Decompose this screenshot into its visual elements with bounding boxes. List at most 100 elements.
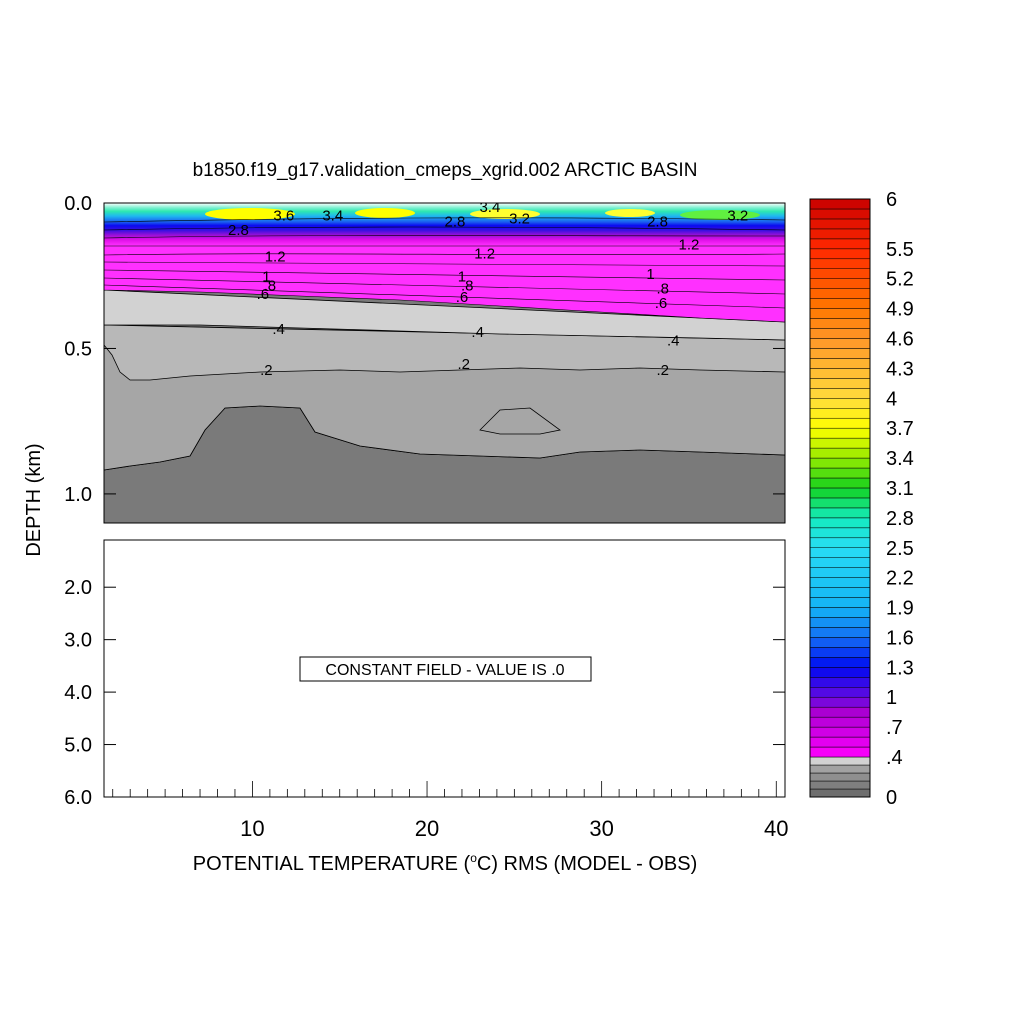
yellow-blob <box>470 209 540 219</box>
colorbar-swatch <box>809 417 871 429</box>
colorbar-label: 3.1 <box>886 478 914 500</box>
colorbar-swatch <box>809 477 871 489</box>
colorbar-swatch <box>809 597 871 608</box>
colorbar-swatch <box>809 746 871 758</box>
colorbar-swatch <box>809 457 871 469</box>
surface-yellow-blobs <box>205 208 760 220</box>
region-colored-upper <box>104 203 785 323</box>
colorbar-label: 3.7 <box>886 418 914 440</box>
colorbar-swatch <box>809 687 871 698</box>
contour-label: .6 <box>456 289 469 306</box>
colorbar-swatch <box>809 268 871 279</box>
colorbar-swatch <box>809 677 871 688</box>
colorbar-swatch <box>809 437 871 449</box>
yellow-blob <box>355 208 415 218</box>
colorbar-swatch <box>809 567 871 578</box>
colorbar-label: 2.8 <box>886 508 914 530</box>
region-light-grey <box>104 289 785 341</box>
colorbar-swatch <box>809 667 871 678</box>
contour-label: 3.2 <box>727 208 748 225</box>
colorbar-swatch <box>809 547 871 558</box>
contour-label: .8 <box>657 280 670 297</box>
colorbar <box>809 198 871 798</box>
colorbar-label: 4.3 <box>886 358 914 380</box>
colorbar-swatch <box>809 627 871 638</box>
colorbar-swatch <box>809 198 871 210</box>
contour-label: 2.8 <box>647 213 668 230</box>
colorbar-labels: 6 5.5 5.2 4.9 4.6 4.3 4 3.7 3.4 3.1 2.8 2.5 2.2 1.9 1.… <box>886 189 914 809</box>
lower-y-axis: 2.0 3.0 4.0 5.0 6.0 <box>64 577 785 809</box>
colorbar-swatch <box>809 318 871 329</box>
colorbar-swatch <box>809 218 871 230</box>
contour-label: .2 <box>657 362 670 379</box>
contour-label: 3.6 <box>273 208 294 225</box>
x-axis: 10 20 30 40 <box>112 781 789 841</box>
constant-field-label: CONSTANT FIELD - VALUE IS .0 <box>325 662 564 679</box>
colorbar-swatch <box>809 388 871 399</box>
colorbar-swatch <box>809 467 871 479</box>
contour-label: .4 <box>471 324 484 341</box>
y-tick-label: 6.0 <box>64 787 92 809</box>
yellow-blob <box>205 208 295 220</box>
y-tick-label: 5.0 <box>64 735 92 757</box>
colorbar-label: 0 <box>886 787 897 809</box>
colorbar-label: .4 <box>886 747 903 769</box>
colorbar-swatch <box>809 764 871 774</box>
colorbar-swatch <box>809 706 871 718</box>
colorbar-label: .7 <box>886 717 903 739</box>
x-tick-label: 40 <box>764 816 788 841</box>
colorbar-swatch <box>809 716 871 728</box>
colorbar-frame <box>809 198 871 798</box>
chart-title: b1850.f19_g17.validation_cmeps_xgrid.002… <box>193 160 698 181</box>
colorbar-swatch <box>809 788 871 798</box>
y-tick-label: 0.0 <box>64 193 92 215</box>
colorbar-swatch <box>809 288 871 299</box>
y-tick-label: 2.0 <box>64 577 92 599</box>
colorbar-swatch <box>809 587 871 598</box>
colorbar-label: 6 <box>886 189 897 211</box>
colorbar-swatch <box>809 696 871 708</box>
colorbar-swatch <box>809 657 871 668</box>
colorbar-swatch <box>809 517 871 529</box>
colorbar-label: 3.4 <box>886 448 914 470</box>
contour-label: .4 <box>272 321 285 338</box>
contour-label: 3.4 <box>479 199 500 216</box>
colorbar-swatch <box>809 507 871 519</box>
colorbar-label: 2.2 <box>886 568 914 590</box>
colorbar-label: 4 <box>886 388 897 410</box>
contour-label: 1 <box>646 266 654 283</box>
colorbar-label: 4.9 <box>886 299 914 321</box>
contour-label: 1.2 <box>474 245 495 262</box>
y-tick-label: 4.0 <box>64 682 92 704</box>
colorbar-label: 4.6 <box>886 329 914 351</box>
colorbar-swatch <box>809 487 871 499</box>
colorbar-swatch <box>809 497 871 509</box>
constant-field-box <box>299 656 592 682</box>
colorbar-swatch <box>809 328 871 339</box>
contour-label: .2 <box>457 356 470 373</box>
colorbar-swatch <box>809 736 871 748</box>
colorbar-label: 5.2 <box>886 269 914 291</box>
colorbar-label: 2.5 <box>886 538 914 560</box>
upper-y-axis: 0.0 0.5 1.0 <box>64 193 785 506</box>
colorbar-swatch <box>809 447 871 459</box>
x-axis-label: POTENTIAL TEMPERATURE (oC) RMS (MODEL - … <box>193 851 698 875</box>
colorbar-swatch <box>809 617 871 628</box>
colorbar-swatch <box>809 577 871 588</box>
x-tick-label: 10 <box>240 816 264 841</box>
colorbar-swatch <box>809 348 871 359</box>
colorbar-label: 1.6 <box>886 627 914 649</box>
colorbar-swatch <box>809 756 871 766</box>
contour-label: 1.2 <box>679 237 700 254</box>
colorbar-swatch <box>809 338 871 349</box>
contour-label: 3.2 <box>509 211 530 228</box>
colorbar-swatch <box>809 408 871 419</box>
colorbar-swatch <box>809 358 871 369</box>
colorbar-swatch <box>809 637 871 648</box>
y-axis-label: DEPTH (km) <box>23 443 45 556</box>
contour-label: .6 <box>655 295 668 312</box>
colorbar-label: 5.5 <box>886 239 914 261</box>
colorbar-swatch <box>809 527 871 539</box>
contour-label: .2 <box>260 362 273 379</box>
